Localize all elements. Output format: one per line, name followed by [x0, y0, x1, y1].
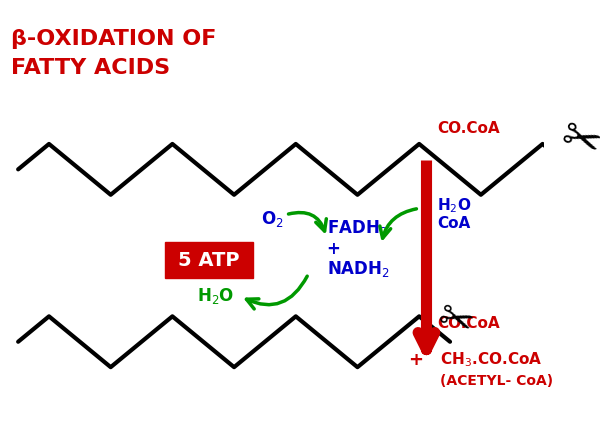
- Text: CoA: CoA: [437, 216, 470, 232]
- Text: 5 ATP: 5 ATP: [178, 251, 239, 270]
- FancyBboxPatch shape: [164, 242, 253, 278]
- Text: H$_2$O: H$_2$O: [197, 286, 234, 307]
- Text: CO.CoA: CO.CoA: [437, 121, 500, 136]
- Text: H$_2$O: H$_2$O: [437, 196, 472, 215]
- Text: +: +: [408, 351, 423, 369]
- Text: FATTY ACIDS: FATTY ACIDS: [11, 58, 170, 78]
- Text: +: +: [326, 240, 341, 258]
- Text: O$_2$: O$_2$: [261, 209, 283, 229]
- Text: β-OXIDATION OF: β-OXIDATION OF: [11, 29, 216, 49]
- Text: NADH$_2$: NADH$_2$: [326, 259, 389, 279]
- Text: FADH$_2$: FADH$_2$: [326, 218, 387, 238]
- Text: CO.CoA: CO.CoA: [437, 316, 500, 331]
- Text: ✂: ✂: [554, 114, 600, 170]
- Text: ✂: ✂: [431, 296, 478, 348]
- Text: CH$_3$.CO.CoA: CH$_3$.CO.CoA: [440, 351, 542, 369]
- Text: (ACETYL- CoA): (ACETYL- CoA): [440, 374, 553, 388]
